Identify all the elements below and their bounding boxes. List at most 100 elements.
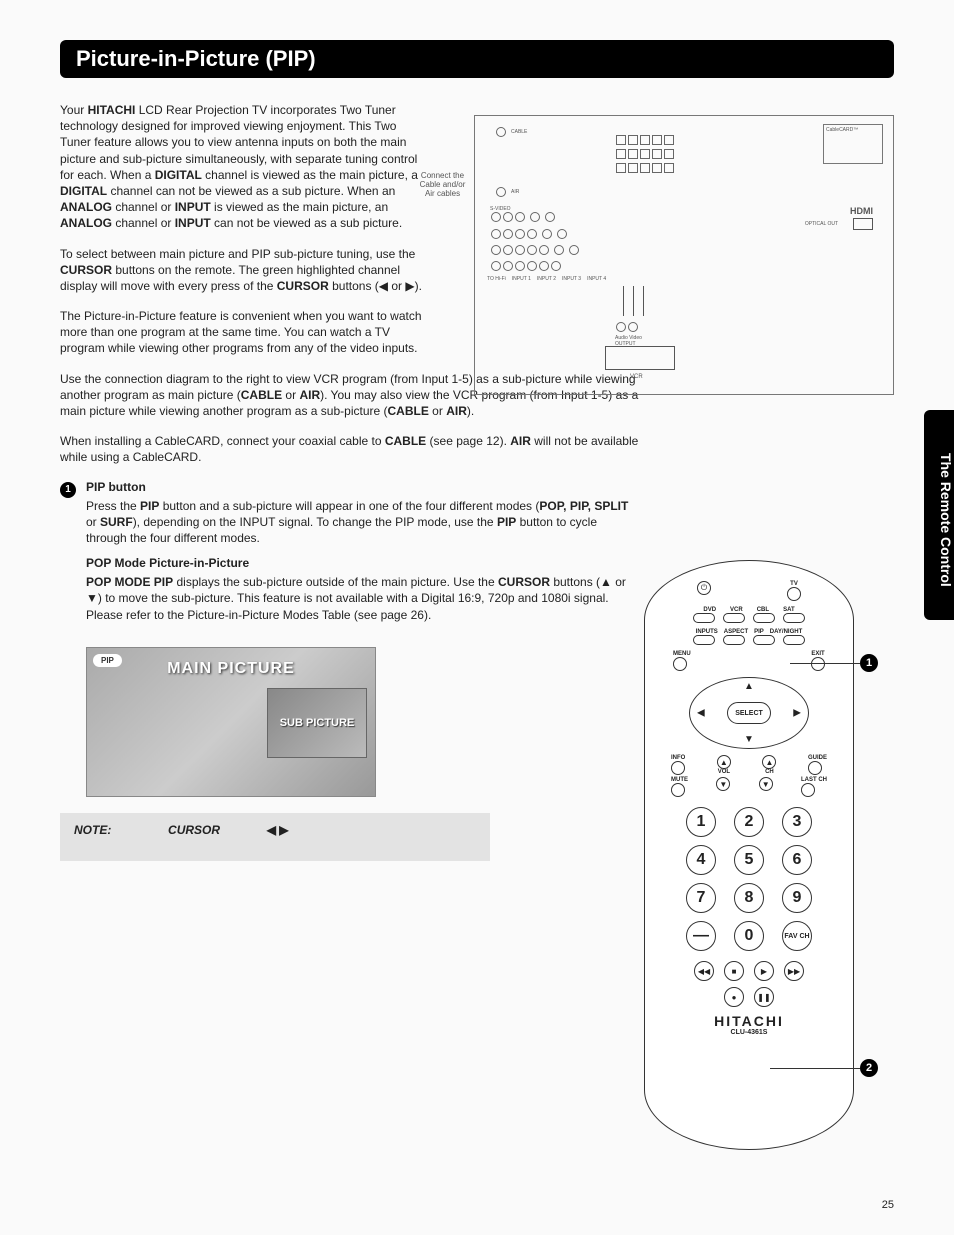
tv-label: TV — [787, 581, 801, 587]
note-cursor: CURSOR — [168, 823, 220, 837]
diagram-wire-1 — [623, 286, 624, 316]
paragraph-3: The Picture-in-Picture feature is conven… — [60, 308, 430, 357]
main-picture-label: MAIN PICTURE — [167, 660, 295, 678]
rca-row-1 — [490, 211, 556, 225]
paragraph-5: When installing a CableCARD, connect you… — [60, 433, 640, 465]
pop-mode-heading: POP Mode Picture-in-Picture — [86, 556, 640, 570]
lastch-label: LAST CH — [801, 777, 827, 783]
connection-diagram: Connect the Cable and/or Air cables CABL… — [474, 115, 894, 395]
callout-1: 1 — [860, 654, 878, 672]
dpad-left-icon: ◀ — [697, 708, 705, 719]
page-title: Picture-in-Picture (PIP) — [76, 46, 316, 71]
remote-brand: HITACHI — [645, 1013, 853, 1029]
cable-port-icon — [496, 127, 506, 137]
optical-label: OPTICAL OUT — [805, 221, 838, 227]
vcr-box — [605, 346, 675, 370]
menu-label: MENU — [673, 651, 691, 657]
paragraph-1: Your HITACHI LCD Rear Projection TV inco… — [60, 102, 430, 232]
vol-label: VOL — [717, 769, 731, 775]
rca-row-4 — [490, 260, 562, 274]
num-8-button: 8 — [734, 883, 764, 913]
tv-button — [787, 587, 801, 601]
menu-button — [673, 657, 687, 671]
note-arrows: ◀ ▶ — [267, 823, 289, 837]
info-label: INFO — [671, 755, 685, 761]
exit-button — [811, 657, 825, 671]
pip-mode-illustration: PIP MAIN PICTURE SUB PICTURE — [86, 647, 376, 797]
air-port-icon — [496, 187, 506, 197]
rewind-button: ◀◀ — [694, 961, 714, 981]
input-label-2: INPUT 2 — [537, 276, 556, 282]
inputs-button — [693, 635, 715, 645]
diagram-wire-3 — [643, 286, 644, 316]
page-title-bar: Picture-in-Picture (PIP) — [60, 40, 894, 78]
pip-tag: PIP — [93, 654, 122, 667]
sub-picture-label: SUB PICTURE — [280, 717, 355, 729]
ch-up-button: ▲ — [762, 755, 776, 769]
record-button: ● — [724, 987, 744, 1007]
dpad-down-icon: ▼ — [744, 734, 754, 745]
numbered-item-1: 1 PIP button Press the PIP button and a … — [60, 480, 640, 633]
cbl-button — [753, 613, 775, 623]
input-label-1: INPUT 1 — [512, 276, 531, 282]
num-2-button: 2 — [734, 807, 764, 837]
rca-row-2 — [490, 228, 568, 242]
svideo-label: S-VIDEO — [490, 206, 511, 212]
pip-button — [753, 635, 775, 645]
num-5-button: 5 — [734, 845, 764, 875]
play-button: ▶ — [754, 961, 774, 981]
remote-model: CLU-4361S — [645, 1029, 853, 1036]
air-label: AIR — [511, 189, 519, 195]
cablecard-slot: CableCARD™ — [823, 124, 883, 164]
mute-label: MUTE — [671, 777, 688, 783]
input-label-0: TO Hi-Fi — [487, 276, 506, 282]
aspect-button — [723, 635, 745, 645]
sat-button — [783, 613, 805, 623]
pip-button-heading: PIP button — [86, 480, 640, 494]
vcr-label: VCR — [630, 374, 643, 380]
hdmi-label: HDMI — [850, 206, 873, 216]
vol-up-button: ▲ — [717, 755, 731, 769]
input-label-4: INPUT 4 — [587, 276, 606, 282]
num-1-button: 1 — [686, 807, 716, 837]
intro-column: Your HITACHI LCD Rear Projection TV inco… — [60, 102, 430, 357]
pop-mode-text: POP MODE PIP displays the sub-picture ou… — [86, 574, 640, 623]
dpad: ▲ ▼ ◀ ▶ SELECT — [689, 677, 809, 749]
page-number: 25 — [882, 1199, 894, 1211]
guide-button — [808, 761, 822, 775]
exit-label: EXIT — [811, 651, 825, 657]
stop-button: ■ — [724, 961, 744, 981]
connect-cable-note: Connect the Cable and/or Air cables — [415, 171, 470, 198]
input-label-3: INPUT 3 — [562, 276, 581, 282]
dpad-up-icon: ▲ — [744, 681, 754, 692]
paragraph-2: To select between main picture and PIP s… — [60, 246, 430, 295]
port-grid — [615, 134, 675, 176]
mute-button — [671, 783, 685, 797]
dvd-button — [693, 613, 715, 623]
av-out-label: Audio Video OUTPUT — [615, 321, 642, 347]
cable-label: CABLE — [511, 129, 527, 135]
power-button: ⏻ — [697, 581, 711, 595]
item-number-1: 1 — [60, 482, 76, 498]
num-3-button: 3 — [782, 807, 812, 837]
lastch-button — [801, 783, 815, 797]
num-6-button: 6 — [782, 845, 812, 875]
ch-down-button: ▼ — [759, 777, 773, 791]
callout-line-1 — [790, 663, 860, 664]
guide-label: GUIDE — [808, 755, 827, 761]
remote-control-diagram: ⏻ TV DVD VCR CBL SAT INPUTS ASPECT PIP D… — [644, 560, 854, 1150]
rca-row-3 — [490, 244, 580, 258]
pip-button-text: Press the PIP button and a sub-picture w… — [86, 498, 640, 547]
favch-button: FAV CH — [782, 921, 812, 951]
cablecard-label: CableCARD™ — [824, 125, 882, 135]
num-4-button: 4 — [686, 845, 716, 875]
info-button — [671, 761, 685, 775]
select-button: SELECT — [727, 702, 771, 724]
callout-2: 2 — [860, 1059, 878, 1077]
vol-down-button: ▼ — [716, 777, 730, 791]
fastforward-button: ▶▶ — [784, 961, 804, 981]
num-0-button: 0 — [734, 921, 764, 951]
diagram-wire-2 — [633, 286, 634, 316]
callout-line-2 — [770, 1068, 860, 1069]
vcr-button — [723, 613, 745, 623]
